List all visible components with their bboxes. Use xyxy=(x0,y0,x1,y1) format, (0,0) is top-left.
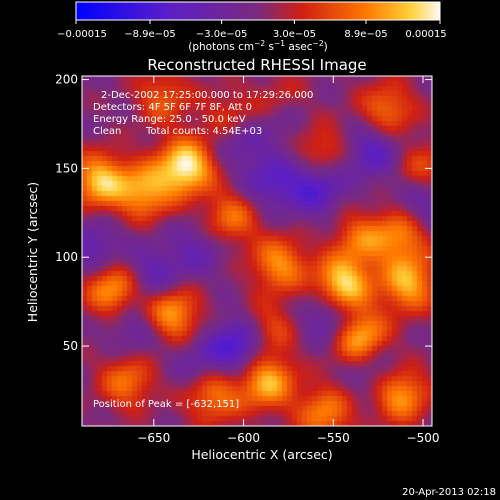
colorbar-tick-label: −8.9e−05 xyxy=(124,29,176,40)
annotation-peak-position: Position of Peak = [-632,151] xyxy=(93,399,239,410)
x-axis-ticks: −650 −600 −550 −500 xyxy=(137,76,440,445)
annotation-total-counts: Total counts: 4.54E+03 xyxy=(145,126,262,137)
footer-timestamp: 20-Apr-2013 02:18 xyxy=(402,487,496,498)
chart-title: Reconstructed RHESSI Image xyxy=(147,56,366,74)
colorbar-units: (photons cm−2 s−1 asec−2) xyxy=(188,39,327,53)
plot-frame xyxy=(81,75,433,427)
y-axis-label: Heliocentric Y (arcsec) xyxy=(25,182,40,322)
heatmap-image xyxy=(82,76,432,426)
colorbar-units-exponent: −1 xyxy=(274,39,285,48)
colorbar-tick-label: −3.0e−05 xyxy=(196,29,248,40)
image-frame xyxy=(82,76,432,426)
colorbar: −0.00015 −8.9e−05 −3.0e−05 3.0e−05 8.9e−05 0.… xyxy=(57,1,447,53)
colorbar-units-text: (photons cm xyxy=(188,41,254,53)
colorbar-tick-label: 3.0e−05 xyxy=(273,29,316,40)
annotation-time-range: 2-Dec-2002 17:25:00.000 to 17:29:26.000 xyxy=(101,90,313,101)
x-tick-label: −650 xyxy=(137,431,170,445)
annotation-block: 2-Dec-2002 17:25:00.000 to 17:29:26.000 … xyxy=(93,90,313,410)
y-tick-label: 100 xyxy=(55,250,78,264)
x-axis-label: Heliocentric X (arcsec) xyxy=(191,447,332,462)
colorbar-ticks xyxy=(75,20,441,24)
annotation-detectors: Detectors: 4F 5F 6F 7F 8F, Att 0 xyxy=(93,102,252,113)
y-tick-label: 150 xyxy=(55,161,78,175)
y-tick-label: 200 xyxy=(55,73,78,87)
colorbar-units-text: asec xyxy=(285,41,313,53)
x-tick-label: −500 xyxy=(407,431,440,445)
y-axis-ticks: 50 100 150 200 xyxy=(55,73,432,353)
annotation-energy-range: Energy Range: 25.0 - 50.0 keV xyxy=(93,114,246,125)
colorbar-tick-label: 8.9e−05 xyxy=(344,29,387,40)
annotation-method: Clean xyxy=(93,126,121,137)
x-tick-label: −600 xyxy=(227,431,260,445)
colorbar-tick-label: −0.00015 xyxy=(57,29,107,40)
colorbar-units-text: s xyxy=(265,41,274,53)
y-tick-label: 50 xyxy=(63,339,78,353)
colorbar-gradient xyxy=(75,1,441,21)
colorbar-units-exponent: −2 xyxy=(254,39,265,48)
colorbar-tick-labels: −0.00015 −8.9e−05 −3.0e−05 3.0e−05 8.9e−05 0.… xyxy=(57,29,447,40)
x-tick-label: −550 xyxy=(317,431,350,445)
colorbar-units-exponent: −2 xyxy=(313,39,324,48)
colorbar-tick-label: 0.00015 xyxy=(405,29,446,40)
colorbar-units-text: ) xyxy=(324,41,328,53)
